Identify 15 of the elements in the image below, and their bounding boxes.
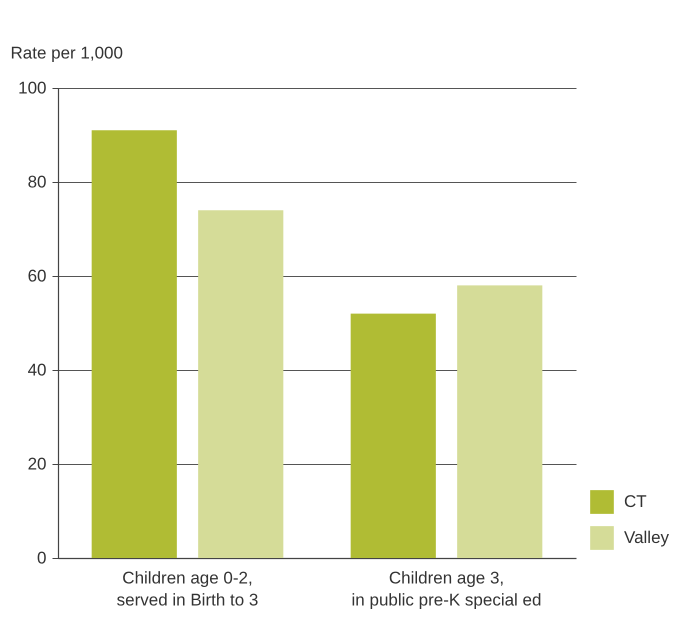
bar [198, 210, 284, 558]
bar [457, 285, 542, 558]
legend-label: CT [624, 492, 647, 511]
y-tick-label: 80 [28, 172, 46, 192]
y-tick-label: 40 [28, 360, 46, 380]
y-axis-title: Rate per 1,000 [10, 44, 123, 62]
y-tick-label: 0 [37, 548, 46, 568]
x-tick-label: Children age 3, in public pre-K special ed [352, 568, 542, 610]
y-tick-label: 20 [28, 454, 46, 474]
bar [350, 314, 436, 558]
x-tick-label: Children age 0-2, served in Birth to 3 [116, 568, 258, 610]
y-tick-label: 60 [28, 266, 46, 286]
legend-label: Valley [624, 528, 670, 547]
bar [92, 130, 177, 558]
y-tick-label: 100 [18, 78, 46, 98]
